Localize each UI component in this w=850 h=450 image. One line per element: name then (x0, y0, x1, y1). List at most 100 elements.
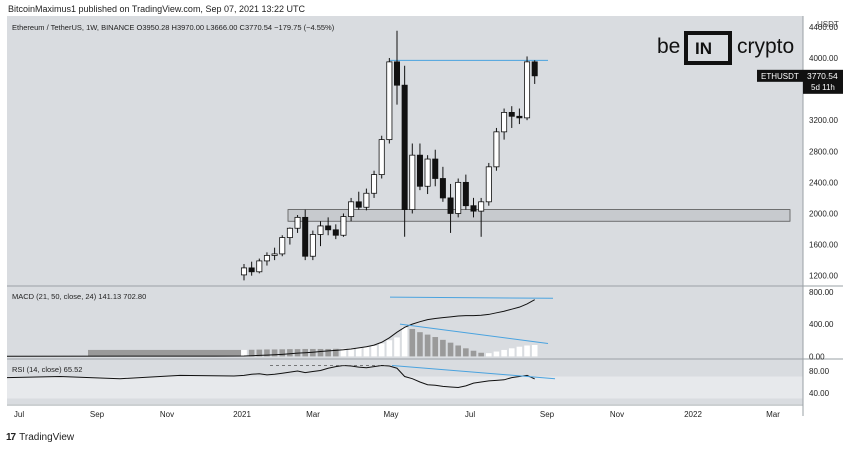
macd-hist-bar (386, 340, 393, 357)
macd-line (6, 299, 535, 357)
macd-hist-bar (478, 352, 484, 357)
macd-hist-bar (470, 350, 477, 357)
macd-hist-bar (348, 348, 354, 357)
macd-hist-bar (447, 342, 454, 357)
candle-body (286, 227, 293, 238)
candle-body (470, 205, 477, 212)
candle-body (478, 201, 485, 212)
candle-body (462, 181, 469, 207)
macd-hist-bar (248, 349, 255, 357)
time-tick-label: Sep (90, 410, 105, 419)
macd-hist-bar (363, 347, 370, 357)
price-tick-label: 4400.00 (809, 23, 838, 32)
rsi-tick-label: 40.00 (809, 389, 830, 398)
candle-body (493, 131, 500, 168)
price-tick-label: 1600.00 (809, 241, 838, 250)
candle-body (348, 201, 355, 217)
price-tick-label: 2800.00 (809, 147, 838, 156)
brand-crypto: crypto (737, 35, 794, 58)
candle-body (393, 61, 400, 86)
candle-body (424, 158, 431, 187)
macd-hist-bar (317, 348, 324, 357)
brand-in: IN (695, 39, 712, 58)
candle-body (309, 234, 316, 257)
rsi-band (7, 376, 803, 399)
macd-hist-bar (355, 347, 362, 357)
currency-label: USDT (817, 20, 839, 29)
candle-body (325, 225, 332, 231)
macd-hist-divergence-line (399, 323, 549, 344)
rsi-line (6, 364, 535, 389)
macd-hist-bar (401, 327, 408, 357)
candle-body (340, 216, 347, 236)
time-tick-label: Nov (160, 410, 174, 419)
macd-hist-bar (241, 349, 247, 357)
symbol-legend: Ethereum / TetherUS, 1W, BINANCE O3950.2… (12, 23, 335, 32)
candle-body (317, 225, 324, 235)
ticker-label: ETHUSDT (761, 72, 799, 81)
time-tick-label: Sep (540, 410, 555, 419)
candle-body (524, 61, 531, 119)
candle-body (485, 166, 492, 203)
macd-hist-bar (463, 348, 469, 357)
footer: 17 TradingView (6, 432, 74, 443)
candle-body (531, 61, 538, 77)
legend-part: 3770.54 (245, 23, 274, 32)
candle-body (302, 216, 309, 257)
candle-body (416, 154, 423, 187)
macd-hist-bar (424, 334, 431, 357)
macd-hist-early (88, 349, 241, 357)
last-price-tag (803, 69, 843, 94)
time-tick-label: 2021 (233, 410, 251, 419)
ticker-tag (757, 69, 803, 82)
candle-body (248, 267, 255, 273)
candle-body (409, 154, 416, 210)
macd-hist-bar (279, 349, 286, 357)
candle-body (355, 201, 362, 208)
legend-part: H (172, 23, 177, 32)
candle-body (432, 158, 439, 179)
candle-body (332, 229, 339, 236)
legend-part: Ethereum / TetherUS, 1W, BINANCE (12, 23, 137, 32)
candle-body (371, 174, 378, 194)
macd-hist-bar (325, 348, 331, 357)
publish-info: BitcoinMaximus1 published on TradingView… (8, 4, 306, 14)
macd-hist-bar (333, 348, 339, 357)
macd-hist-bar (531, 344, 538, 357)
macd-hist-bar (501, 349, 507, 357)
time-tick-label: May (383, 410, 398, 419)
legend-part: −179.75 (−4.55%) (274, 23, 335, 32)
macd-hist-bar (516, 346, 523, 357)
macd-hist-bar (440, 339, 446, 357)
macd-tick-label: 800.00 (809, 288, 834, 297)
rsi-divergence-line (391, 365, 556, 380)
candle-body (363, 192, 370, 208)
candle-body (294, 216, 301, 229)
candle-body (501, 112, 508, 133)
macd-hist-bar (493, 351, 500, 357)
macd-tick-label: 0.00 (809, 352, 825, 361)
macd-hist-bar (409, 328, 416, 357)
candle-body (401, 84, 408, 210)
candle-body (279, 237, 286, 255)
macd-hist-bar (432, 337, 439, 357)
time-tick-label: Nov (610, 410, 624, 419)
price-tick-label: 4000.00 (809, 54, 838, 63)
macd-hist-bar (256, 349, 263, 357)
price-tick-label: 3200.00 (809, 116, 838, 125)
tradingview-logo-icon: 17 (6, 432, 16, 443)
macd-hist-bar (271, 349, 278, 357)
footer-text: TradingView (19, 432, 75, 443)
macd-legend: MACD (21, 50, close, 24) 141.13 702.80 (12, 292, 146, 301)
candle-body (508, 112, 515, 117)
time-tick-label: Jul (465, 410, 475, 419)
candle-body (516, 115, 523, 119)
legend-part: L (206, 23, 210, 32)
candle-body (439, 178, 446, 199)
macd-hist-bar (394, 337, 400, 357)
legend-part: C (240, 23, 246, 32)
macd-hist-bar (264, 349, 270, 357)
macd-hist-bar (486, 353, 492, 357)
last-price: 3770.54 (807, 71, 838, 81)
